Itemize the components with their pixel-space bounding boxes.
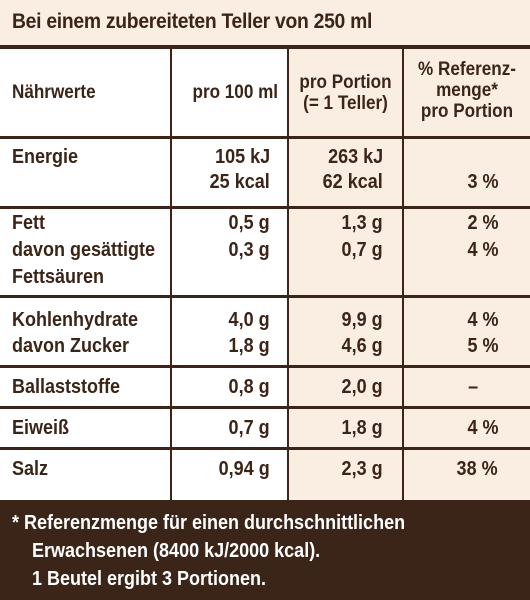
row-zucker-portion: 4,6 g — [341, 335, 383, 357]
header-referenzmenge: % Referenz- menge* pro Portion — [410, 59, 523, 122]
row-eiweiss-per100: 0,7 g — [228, 417, 270, 439]
row-energie-portion-kcal: 62 kcal — [322, 171, 383, 193]
header-referenzmenge-line3: pro Portion — [420, 101, 514, 122]
row-kohlenhydrate-ref: 4 % — [466, 309, 498, 331]
row-salz-ref: 38 % — [456, 458, 498, 480]
row-divider-ballaststoffe — [0, 406, 530, 409]
row-energie-label: Energie — [12, 146, 79, 168]
header-pro-portion-line2: (= 1 Teller) — [303, 93, 388, 114]
header-referenzmenge-line1: % Referenz- — [418, 59, 516, 80]
row-kohlenhydrate-portion: 9,9 g — [341, 309, 383, 331]
row-fett-portion: 1,3 g — [341, 212, 383, 234]
row-energie-per100-kcal: 25 kcal — [209, 171, 270, 193]
header-referenzmenge-line2: menge* — [436, 80, 498, 101]
row-energie-ref: 3 % — [466, 171, 498, 193]
row-salz-per100: 0,94 g — [218, 458, 270, 480]
row-gesaettigte-portion: 0,7 g — [341, 239, 383, 261]
row-energie-per100-kj: 105 kJ — [214, 146, 270, 168]
row-divider-kohlenhydrate — [0, 365, 530, 368]
row-eiweiss-ref: 4 % — [466, 417, 498, 439]
footnote-line-1: * Referenzmenge für einen durchschnittli… — [12, 512, 406, 534]
row-fett-label: Fett — [12, 212, 46, 234]
row-gesaettigte-label-2: Fettsäuren — [12, 266, 105, 288]
column-divider-3 — [402, 49, 404, 504]
row-kohlenhydrate-per100: 4,0 g — [228, 309, 270, 331]
header-pro-100ml: pro 100 ml — [192, 82, 278, 103]
row-divider-energie — [0, 206, 530, 209]
row-ballaststoffe-label: Ballaststoffe — [12, 376, 121, 398]
row-zucker-per100: 1,8 g — [228, 335, 270, 357]
row-eiweiss-portion: 1,8 g — [341, 417, 383, 439]
footnote-panel: * Referenzmenge für einen durchschnittli… — [0, 500, 530, 600]
row-divider-header — [0, 136, 530, 139]
row-gesaettigte-per100: 0,3 g — [228, 239, 270, 261]
row-ballaststoffe-per100: 0,8 g — [228, 376, 270, 398]
column-divider-2 — [287, 49, 289, 504]
row-gesaettigte-ref: 4 % — [466, 239, 498, 261]
row-kohlenhydrate-label: Kohlenhydrate — [12, 309, 139, 331]
row-gesaettigte-label-1: davon gesättigte — [12, 239, 156, 261]
row-energie-portion-kj: 263 kJ — [327, 146, 383, 168]
nutrition-table: Nährwerte pro 100 ml pro Portion (= 1 Te… — [0, 45, 530, 504]
row-divider-eiweiss — [0, 447, 530, 450]
row-eiweiss-label: Eiweiß — [12, 417, 70, 439]
header-naehrwerte: Nährwerte — [12, 82, 96, 103]
header-pro-portion-line1: pro Portion — [299, 72, 392, 93]
row-salz-portion: 2,3 g — [341, 458, 383, 480]
header-pro-portion: pro Portion (= 1 Teller) — [295, 72, 397, 114]
column-divider-1 — [170, 49, 172, 504]
footnote-line-2: Erwachsenen (8400 kJ/2000 kcal). — [32, 540, 321, 562]
row-ballaststoffe-portion: 2,0 g — [341, 376, 383, 398]
row-fett-per100: 0,5 g — [228, 212, 270, 234]
portion-columns-background — [287, 49, 530, 504]
row-zucker-ref: 5 % — [466, 335, 498, 357]
serving-headline: Bei einem zubereiteten Teller von 250 ml — [12, 10, 373, 33]
footnote-line-3: 1 Beutel ergibt 3 Portionen. — [32, 568, 267, 590]
row-fett-ref: 2 % — [466, 212, 498, 234]
row-zucker-label: davon Zucker — [12, 335, 130, 357]
row-salz-label: Salz — [12, 458, 49, 480]
row-divider-fett — [0, 295, 530, 298]
row-ballaststoffe-ref: – — [467, 376, 478, 398]
